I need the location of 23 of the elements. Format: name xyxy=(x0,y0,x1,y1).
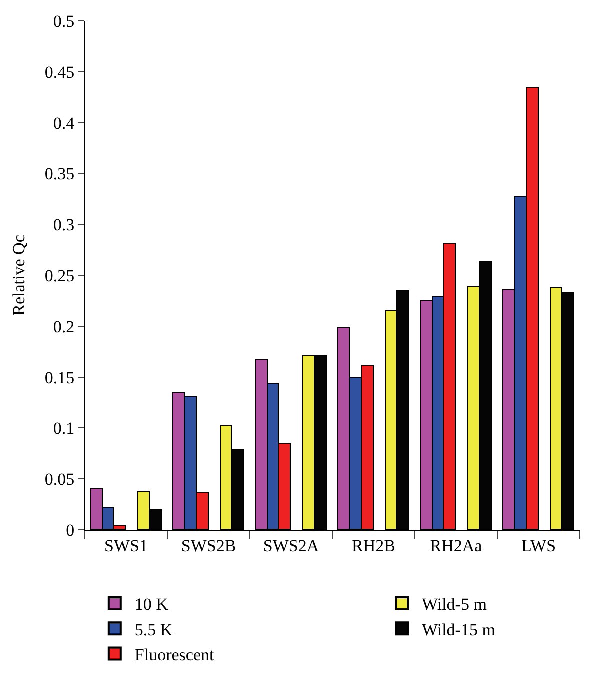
y-axis-title: Relative Qc xyxy=(9,234,28,316)
legend-label: 5.5 K xyxy=(134,620,174,640)
y-tick-label: 0.25 xyxy=(44,266,75,286)
y-tick-label: 0.3 xyxy=(53,216,75,235)
y-tick-label: 0.15 xyxy=(44,368,75,388)
legend-label: Wild-15 m xyxy=(422,620,496,640)
y-tick-label: 0 xyxy=(66,520,75,540)
x-tick-label: LWS xyxy=(521,536,556,556)
y-tick-label: 0.1 xyxy=(53,419,75,438)
legend-label: Wild-5 m xyxy=(422,595,487,614)
legend-label: 10 K xyxy=(134,595,170,614)
x-tick-label: SWS1 xyxy=(104,536,148,556)
legend-label: Fluorescent xyxy=(134,645,214,664)
y-tick-label: 0.35 xyxy=(44,164,75,184)
x-tick-label: RH2Aa xyxy=(430,536,483,556)
y-tick-label: 0.45 xyxy=(44,62,75,82)
x-tick-label: RH2B xyxy=(352,536,396,556)
y-tick-label: 0.05 xyxy=(44,470,75,490)
x-tick-label: SWS2B xyxy=(181,536,236,556)
y-tick-label: 0.4 xyxy=(53,114,76,133)
y-tick-label: 0.5 xyxy=(53,12,75,31)
x-tick-label: SWS2A xyxy=(263,536,320,556)
y-tick-label: 0.2 xyxy=(53,317,75,336)
